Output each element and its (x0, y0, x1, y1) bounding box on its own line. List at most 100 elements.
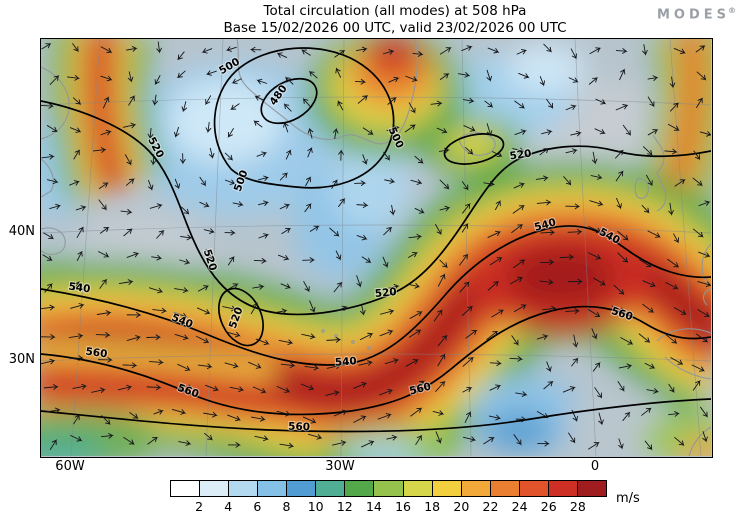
wind-arrow (255, 338, 270, 346)
wind-arrow (593, 277, 606, 286)
wind-arrow (129, 412, 139, 420)
wind-arrow (412, 51, 424, 57)
wind-arrow (156, 229, 165, 239)
wind-arrow (302, 257, 316, 263)
wind-arrow (156, 41, 162, 54)
colorbar-tick-24: 24 (511, 499, 528, 514)
wind-arrow (536, 199, 552, 206)
contour-560 (41, 305, 711, 416)
wind-arrow (123, 437, 135, 446)
wind-arrow (304, 203, 312, 213)
wind-arrow (641, 205, 650, 214)
colorbar-cell-1 (200, 481, 230, 496)
wind-arrow (643, 146, 653, 156)
wind-arrow (410, 179, 423, 185)
wind-arrow (254, 435, 269, 442)
wind-arrow (639, 259, 652, 268)
wind-arrow (487, 230, 502, 238)
wind-arrow (702, 431, 708, 443)
wind-arrow (700, 406, 708, 418)
lat-label-30n: 30N (8, 352, 35, 367)
wind-arrow (178, 440, 192, 446)
wind-arrow (514, 129, 527, 135)
wind-arrow (359, 332, 374, 341)
wind-arrow (465, 147, 474, 155)
wind-arrow (568, 432, 576, 444)
wind-arrow (285, 149, 292, 160)
wind-arrow (66, 75, 81, 81)
wind-arrow (353, 415, 367, 423)
wind-arrow (539, 259, 555, 265)
wind-arrow (258, 200, 270, 207)
colorbar-cell-3 (258, 481, 288, 496)
wind-arrow (664, 148, 678, 155)
wind-arrow (570, 130, 582, 137)
wind-arrow (514, 100, 525, 110)
wind-arrow (638, 333, 651, 344)
wind-arrow (49, 439, 58, 450)
wind-arrow (307, 127, 314, 139)
wind-arrow (668, 411, 680, 417)
wind-arrow (387, 97, 397, 105)
wind-arrow (692, 177, 703, 187)
wind-arrow (203, 411, 218, 418)
wind-arrow (611, 305, 625, 313)
wind-arrow (301, 49, 311, 56)
colorbar-tick-20: 20 (453, 499, 470, 514)
wind-arrow (199, 176, 206, 187)
wind-arrow (72, 97, 81, 106)
wind-arrow (414, 208, 425, 214)
wind-arrow (487, 47, 500, 54)
contour-540 (41, 225, 711, 366)
wind-arrow (647, 96, 655, 108)
wind-arrow (41, 358, 56, 365)
wind-arrow (386, 434, 398, 441)
wind-arrow (338, 149, 344, 161)
wind-arrow (99, 278, 108, 289)
colorbar-tick-10: 10 (307, 499, 324, 514)
wind-arrow (353, 382, 368, 389)
wind-arrow (568, 77, 579, 83)
wind-arrow (491, 309, 505, 318)
wind-arrow (176, 70, 186, 79)
chart-subtitle: Base 15/02/2026 00 UTC, valid 23/02/2026… (223, 20, 567, 36)
wind-arrow (439, 259, 448, 269)
wind-arrow (179, 259, 191, 265)
wind-arrow (409, 311, 423, 319)
colorbar-cell-14 (577, 481, 606, 496)
wind-arrow (377, 413, 392, 420)
wind-arrow (668, 202, 674, 216)
wind-arrow (379, 329, 394, 337)
wind-arrow (146, 334, 162, 341)
wind-arrow (644, 440, 653, 451)
wind-arrow (439, 73, 450, 80)
wind-arrow (616, 197, 622, 210)
wind-arrow (405, 359, 419, 367)
wind-arrow (205, 70, 217, 76)
wind-arrow (464, 411, 472, 423)
contour-label-540: 540 (68, 281, 91, 296)
wind-arrow (589, 200, 604, 207)
wind-arrow (337, 99, 344, 111)
wind-arrow (408, 283, 421, 289)
wind-arrow (279, 442, 295, 449)
wind-arrow (333, 409, 348, 417)
wind-arrow (98, 182, 109, 189)
wind-arrow (302, 416, 317, 424)
map-panel: 480 500 500 500 520 520 520 520 520 540 540 540 540 5… (40, 38, 713, 458)
wind-arrow (565, 148, 578, 154)
wind-arrow (99, 227, 110, 234)
wind-arrow (181, 206, 190, 215)
wind-arrow (698, 251, 711, 258)
wind-arrow (515, 391, 528, 397)
wind-arrow (483, 181, 496, 187)
wind-arrow (570, 48, 577, 60)
wind-arrow (76, 250, 83, 261)
wind-arrow (615, 104, 629, 111)
wind-arrow (224, 229, 236, 236)
wind-arrow (338, 198, 346, 208)
colorbar-cell-10 (461, 481, 491, 496)
wind-arrow (673, 307, 687, 316)
wind-arrow (698, 200, 711, 207)
wind-arrow (642, 44, 648, 56)
